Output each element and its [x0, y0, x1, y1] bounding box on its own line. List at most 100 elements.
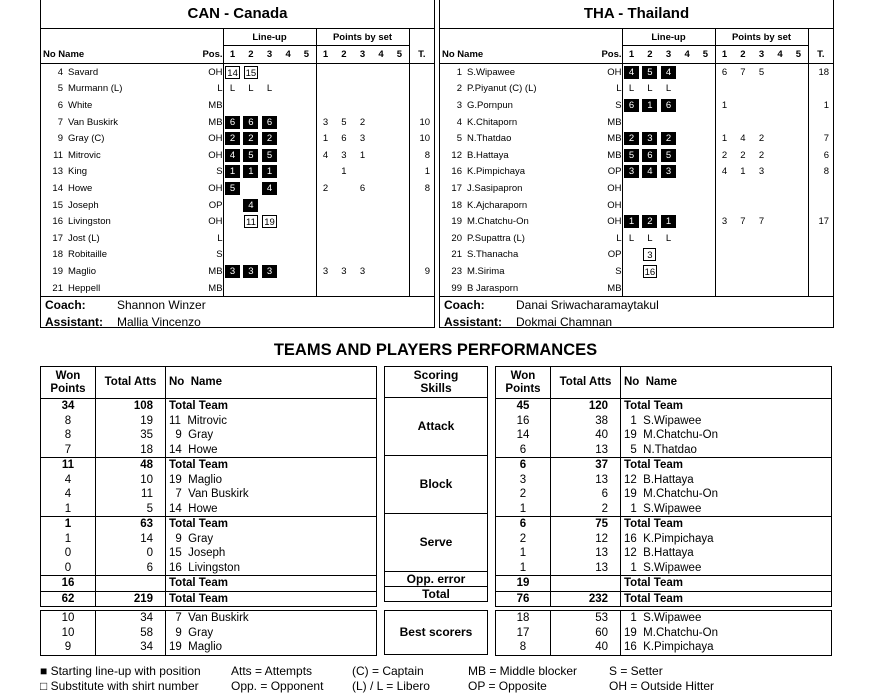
starting-position-box: 6	[225, 115, 241, 129]
points-set-1: 1	[714, 130, 734, 147]
points-set-2	[335, 280, 354, 297]
points-set-3: 5	[758, 66, 765, 78]
player-name: Robitaille	[68, 249, 108, 261]
player-row: 2 P.Piyanut (C) (L) L L L L	[440, 80, 834, 98]
won-points: 4	[40, 487, 96, 502]
lineup-set-4	[678, 213, 697, 230]
total-atts: 58	[95, 625, 166, 640]
lineup-set-4	[678, 147, 697, 164]
lineup-set-1	[621, 180, 641, 197]
lineup-set-3	[659, 197, 678, 214]
won-points: 45	[495, 398, 551, 414]
total-atts: 38	[550, 413, 621, 428]
points-set-1	[315, 196, 335, 214]
points-set-4	[771, 97, 790, 114]
player-row: 8 19 11 Mitrovic	[40, 413, 377, 428]
starting-position-box: 2	[262, 132, 278, 146]
won-points: 4	[40, 472, 96, 487]
header-row: Won Points Total Atts No Name	[495, 366, 832, 399]
player-total	[408, 97, 435, 114]
points-set-2	[734, 114, 753, 131]
player-name: M.Chatchu-On	[467, 216, 529, 228]
points-set-2: 3	[341, 265, 347, 277]
lineup-set-3: 2	[260, 130, 279, 147]
player-row: 9 Gray (C) OH 2 2 2 1 6 3 10	[41, 130, 435, 147]
lineup-set-5	[696, 180, 715, 197]
won-points: 6	[495, 457, 551, 473]
points-set-4	[372, 180, 391, 197]
best-scorers-table-tha: 18 53 1 S.Wipawee 17 60 19 M.Chatchu-On 8 40 16…	[495, 610, 832, 656]
points-set-4	[372, 97, 391, 114]
won-points: 10	[40, 610, 96, 626]
points-set-4	[771, 81, 790, 98]
legend-item: OP = Opposite	[468, 679, 547, 693]
lineup-set-4	[279, 247, 298, 264]
legend-item: MB = Middle blocker	[468, 664, 578, 678]
lineup-set-5	[297, 213, 316, 230]
lineup-set-2: 2	[242, 130, 261, 147]
won-points: 7	[40, 442, 96, 458]
points-set-4	[372, 130, 391, 147]
lineup-set-1: 4	[222, 146, 242, 164]
player-name: 1 S.Wipawee	[620, 501, 832, 517]
player-name: 19 Maglio	[165, 472, 377, 487]
player-name: 14 Howe	[165, 501, 377, 517]
lineup-set-4	[279, 130, 298, 147]
lineup-set-5	[297, 64, 316, 81]
points-set-4	[771, 247, 790, 264]
player-row: 20 P.Supattra (L) L L L L	[440, 229, 834, 247]
player-number: 2	[456, 83, 462, 95]
points-set-3: 3	[359, 133, 366, 145]
total-atts: 13	[550, 560, 621, 576]
lineup-set-3: 1	[659, 213, 678, 230]
starting-position-box: 6	[262, 115, 278, 129]
points-set-3	[353, 164, 372, 181]
points-set-5	[789, 213, 808, 230]
points-set-2: 3	[341, 149, 347, 161]
points-set-3	[353, 230, 372, 247]
lineup-set-2	[242, 230, 261, 247]
points-set-4	[771, 263, 790, 280]
player-total	[408, 196, 435, 214]
player-total	[408, 279, 435, 297]
player-number: 16	[52, 216, 63, 228]
points-set-3	[752, 197, 771, 214]
won-points: 1	[40, 531, 96, 546]
player-name: Total Team	[620, 398, 832, 414]
points-set-5	[390, 147, 409, 164]
points-set-5	[390, 81, 409, 98]
player-row: 0 6 16 Livingston	[40, 560, 377, 576]
starting-position-box: 4	[624, 65, 640, 79]
player-position: MB	[208, 282, 223, 294]
points-set-3	[752, 247, 771, 264]
player-name: 7 Van Buskirk	[165, 487, 377, 502]
points-set-2	[734, 280, 753, 297]
lineup-set-5	[696, 197, 715, 214]
points-set-4	[372, 147, 391, 164]
substitute-box: 11	[243, 215, 258, 229]
points-set-5	[789, 263, 808, 280]
lineup-set-2: 1	[641, 97, 660, 114]
pos-header: Pos.	[597, 45, 623, 64]
points-set-3	[752, 280, 771, 297]
starting-position-box: 3	[243, 264, 259, 278]
starting-position-box: 1	[243, 165, 259, 179]
points-set-4	[771, 180, 790, 197]
points-set-4	[372, 280, 391, 297]
skill-opp-error: Opp. error	[384, 571, 488, 587]
lineup-set-4	[678, 180, 697, 197]
total-atts: 11	[95, 487, 166, 502]
player-name: Van Buskirk	[68, 116, 118, 128]
points-set-1	[714, 263, 734, 280]
team-total-row: 11 48 Total Team	[40, 457, 377, 473]
points-header: Points by set	[315, 29, 410, 46]
libero-mark: L	[229, 83, 236, 95]
player-row: 1 13 1 S.Wipawee	[495, 560, 832, 576]
points-set-5	[390, 230, 409, 247]
lineup-set-4	[279, 197, 298, 214]
performance-title: TEAMS AND PLAYERS PERFORMANCES	[273, 341, 598, 359]
lineup-set-3	[260, 64, 279, 81]
set-3-header: 3	[752, 45, 771, 64]
starting-position-box: 1	[262, 165, 278, 179]
coach-label: Coach:	[45, 298, 86, 313]
